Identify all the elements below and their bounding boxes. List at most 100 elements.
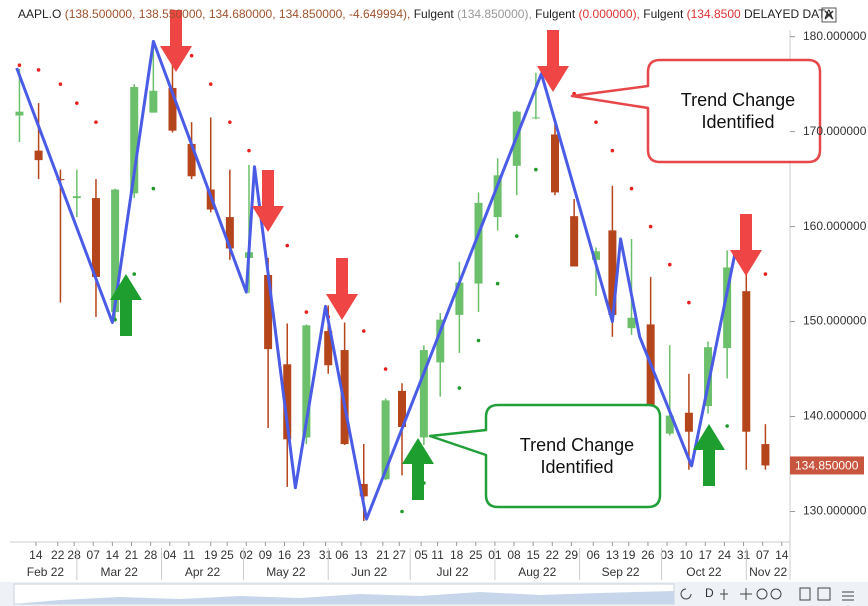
refresh-icon[interactable] <box>680 588 692 600</box>
candle-body <box>324 331 333 366</box>
indicator-value: (134.850000), <box>457 7 532 21</box>
down-arrow <box>730 214 762 276</box>
month-label: Mar 22 <box>101 565 139 579</box>
candle-body <box>627 317 636 329</box>
camera-icon[interactable] <box>817 587 831 601</box>
x-tick-label: 31 <box>319 548 333 562</box>
y-tick-label: 180.000000 <box>803 29 867 43</box>
candle-body <box>34 150 43 161</box>
candle-body <box>455 282 464 315</box>
candle-body <box>340 350 349 445</box>
x-tick-label: 27 <box>393 548 407 562</box>
x-tick-label: 14 <box>106 548 120 562</box>
callout-text: Trend Change Identified <box>680 90 796 132</box>
x-tick-label: 22 <box>546 548 560 562</box>
y-tick-label: 170.000000 <box>803 124 867 138</box>
candle-body <box>493 175 502 218</box>
candle-body <box>225 217 234 249</box>
indicator-dot <box>457 386 462 390</box>
candle-body <box>111 189 120 313</box>
up-arrow <box>693 424 725 486</box>
candle-body <box>15 111 24 116</box>
candle-body <box>436 319 445 363</box>
x-tick-label: 06 <box>587 548 601 562</box>
candle-body <box>474 202 483 284</box>
x-tick-label: 19 <box>622 548 636 562</box>
x-tick-label: 25 <box>220 548 234 562</box>
candle-body <box>187 143 196 177</box>
up-arrow <box>402 438 434 500</box>
zoom-in-icon[interactable] <box>770 588 782 600</box>
zoom-out-icon[interactable] <box>756 588 768 600</box>
x-tick-label: 14 <box>29 548 43 562</box>
zigzag-line <box>15 39 737 521</box>
candle-body <box>381 400 390 480</box>
indicator-name: Fulgent <box>414 7 455 21</box>
x-tick-label: 18 <box>450 548 464 562</box>
indicator-dot <box>725 424 729 428</box>
indicator-dot <box>383 367 388 371</box>
candle-body <box>91 198 100 277</box>
candle-body <box>704 347 713 407</box>
candle-body <box>551 134 560 193</box>
indicator-dot <box>228 120 232 124</box>
candle-body <box>742 291 751 432</box>
candle-body <box>302 325 311 438</box>
x-tick-label: 15 <box>526 548 540 562</box>
indicator-dot <box>361 329 366 333</box>
x-tick-label: 04 <box>163 548 177 562</box>
x-tick-label: 08 <box>507 548 521 562</box>
move-icon[interactable] <box>740 588 752 600</box>
indicator-value: (0.000000), <box>579 7 640 21</box>
indicator-dot <box>400 509 404 514</box>
x-tick-label: 31 <box>737 548 751 562</box>
period-button[interactable]: D <box>705 586 714 600</box>
candle-body <box>149 90 158 113</box>
navigator-preview <box>14 591 674 604</box>
plot-area <box>15 38 770 522</box>
down-arrow <box>160 10 192 72</box>
x-tick-label: 28 <box>144 548 158 562</box>
indicator-name: Fulgent <box>535 7 576 21</box>
indicator-dot <box>58 82 63 86</box>
x-tick-label: 07 <box>87 548 101 562</box>
month-label: Sep 22 <box>602 565 640 579</box>
indicator-dot <box>648 224 653 229</box>
x-tick-label: 13 <box>606 548 620 562</box>
x-tick-label: 14 <box>775 548 789 562</box>
menu-icon[interactable] <box>842 591 854 601</box>
x-tick-label: 24 <box>718 548 732 562</box>
quote: (138.500000, 138.550000, 134.680000, 134… <box>65 7 411 21</box>
indicator-dot <box>189 53 194 58</box>
x-tick-label: 21 <box>125 548 139 562</box>
month-label: Feb 22 <box>27 565 65 579</box>
last-price-box <box>790 456 864 475</box>
indicator-dot <box>304 310 309 314</box>
month-label: Jul 22 <box>437 565 469 579</box>
candle-body <box>665 415 674 434</box>
toolbar-icons <box>680 587 854 601</box>
x-tick-label: 11 <box>183 548 196 562</box>
callout-shape <box>570 58 822 164</box>
status: DELAYED DATA <box>744 7 833 21</box>
candle-body <box>723 267 732 349</box>
candle-body <box>419 350 428 438</box>
month-label: Aug 22 <box>518 565 556 579</box>
month-label: Apr 22 <box>185 565 221 579</box>
list-icon[interactable] <box>799 587 811 601</box>
indicator-dot <box>629 186 634 191</box>
candle-body <box>56 179 65 181</box>
indicator-name: Fulgent <box>643 7 684 21</box>
month-label: Nov 22 <box>749 565 787 579</box>
candle-body <box>359 483 368 497</box>
annotation-layer <box>110 10 822 509</box>
candle-body <box>570 216 579 267</box>
pan-icon[interactable] <box>720 589 728 600</box>
indicator-dot <box>610 148 615 153</box>
indicator-dot <box>151 186 156 191</box>
indicator-dot <box>285 243 290 248</box>
indicator-dot <box>94 120 98 124</box>
month-label: May 22 <box>266 565 306 579</box>
callout-text: Trend Change Identified <box>519 435 635 477</box>
x-tick-label: 21 <box>376 548 390 562</box>
